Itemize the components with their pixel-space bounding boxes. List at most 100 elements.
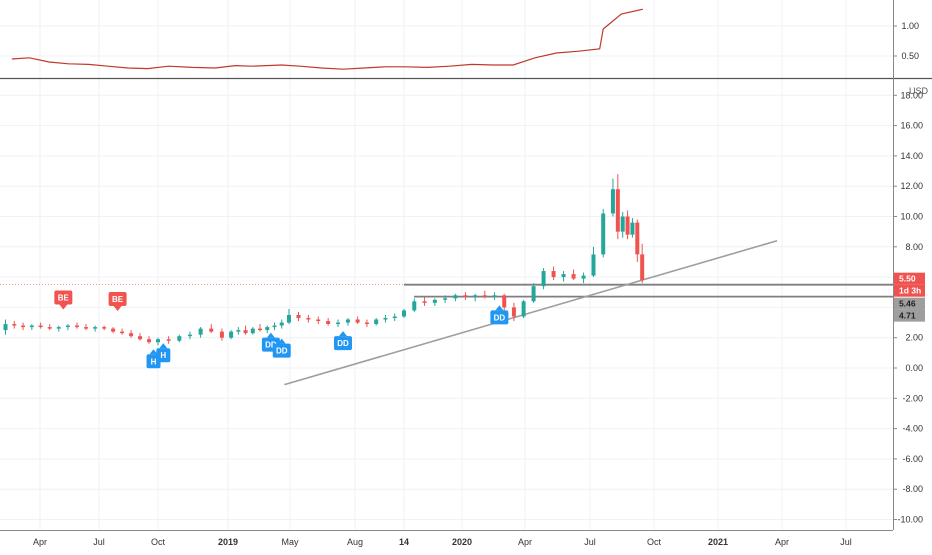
candle-body bbox=[482, 295, 487, 297]
candle bbox=[511, 302, 516, 322]
marker-pointer bbox=[59, 304, 68, 310]
candle-body bbox=[38, 325, 43, 328]
candle-body bbox=[345, 319, 350, 323]
candle-body bbox=[258, 328, 263, 331]
marker-badge[interactable] bbox=[108, 291, 127, 306]
candle-body bbox=[21, 325, 26, 328]
candle bbox=[74, 322, 79, 329]
candle-body bbox=[296, 314, 301, 319]
price-tag-level[interactable]: 5.46 bbox=[894, 297, 925, 310]
marker-badge[interactable] bbox=[333, 336, 352, 351]
candle bbox=[187, 331, 192, 340]
candle-body bbox=[47, 327, 52, 329]
candle-body bbox=[502, 295, 507, 308]
price-tick-label: 8.00 bbox=[905, 242, 923, 252]
marker-badge[interactable] bbox=[156, 348, 171, 363]
candle-body bbox=[243, 330, 248, 334]
trend-line[interactable] bbox=[284, 239, 778, 386]
marker-label: BE bbox=[58, 293, 70, 302]
candle bbox=[84, 324, 89, 331]
candle bbox=[306, 314, 311, 323]
candle-body bbox=[209, 328, 214, 332]
candle-body bbox=[250, 328, 255, 334]
price-axis[interactable]: 18.0016.0014.0012.0010.008.006.004.002.0… bbox=[893, 21, 925, 525]
candle-body bbox=[156, 339, 160, 343]
candle-body bbox=[129, 333, 134, 337]
marker-pointer bbox=[149, 349, 158, 355]
candle bbox=[492, 292, 497, 300]
time-tick-label: Jul bbox=[584, 537, 596, 547]
marker-be[interactable]: BE bbox=[54, 290, 73, 310]
candle bbox=[601, 208, 606, 258]
candle bbox=[345, 318, 350, 326]
marker-badge[interactable] bbox=[54, 290, 73, 305]
candle-body bbox=[432, 299, 437, 303]
candle bbox=[120, 328, 125, 335]
candle-body bbox=[630, 222, 635, 235]
candle bbox=[166, 336, 171, 344]
price-tick-label: -10.00 bbox=[897, 515, 923, 525]
candle bbox=[432, 298, 437, 306]
price-tag-text: 5.50 bbox=[899, 274, 916, 284]
candle-body bbox=[443, 298, 448, 300]
marker-be[interactable]: BE bbox=[108, 291, 127, 311]
candle bbox=[364, 319, 369, 328]
marker-badge[interactable] bbox=[272, 343, 291, 358]
candle bbox=[138, 333, 143, 341]
price-tag-current[interactable]: 5.50 bbox=[894, 272, 925, 285]
candle-body bbox=[625, 216, 630, 235]
time-tick-label: 2020 bbox=[452, 537, 472, 547]
marker-pointer bbox=[338, 331, 347, 337]
candle-body bbox=[279, 322, 284, 326]
candle bbox=[272, 322, 277, 331]
candle-body bbox=[306, 318, 311, 320]
currency-label: USD bbox=[909, 86, 929, 96]
time-tick-label: Oct bbox=[151, 537, 166, 547]
price-tag-level[interactable]: 4.71 bbox=[894, 309, 925, 322]
time-tick-label: 14 bbox=[399, 537, 409, 547]
candle-body bbox=[198, 328, 203, 335]
marker-label: DD bbox=[276, 347, 288, 356]
candle-body bbox=[3, 324, 8, 331]
candle-body bbox=[364, 322, 369, 325]
indicator-pane bbox=[11, 8, 644, 70]
marker-badge[interactable] bbox=[490, 310, 509, 325]
marker-dd[interactable]: DD bbox=[272, 338, 291, 358]
candle bbox=[250, 327, 255, 335]
candle-body bbox=[402, 310, 406, 317]
marker-dd[interactable]: DD bbox=[333, 331, 352, 351]
marker-pointer bbox=[159, 343, 168, 349]
candle bbox=[355, 316, 360, 325]
candle bbox=[258, 324, 263, 332]
countdown-tag[interactable]: 1d 3h bbox=[894, 284, 925, 297]
marker-h[interactable]: H bbox=[156, 343, 171, 363]
price-tag-bg bbox=[894, 284, 925, 297]
candle-body bbox=[111, 328, 116, 332]
grid-lines bbox=[0, 0, 932, 531]
marker-pointer bbox=[495, 305, 504, 311]
marker-dd[interactable]: DD bbox=[490, 305, 509, 325]
price-tick-label: -8.00 bbox=[902, 484, 923, 494]
candle-body bbox=[74, 325, 79, 328]
price-tick-label: -6.00 bbox=[902, 454, 923, 464]
candle-body bbox=[551, 271, 556, 278]
candle-body bbox=[541, 271, 546, 287]
candle bbox=[65, 324, 70, 331]
candle bbox=[625, 210, 630, 240]
marker-label: DD bbox=[265, 341, 277, 350]
price-tick-label: 10.00 bbox=[900, 212, 923, 222]
marker-pointer bbox=[113, 305, 122, 311]
candle-body bbox=[29, 325, 34, 328]
time-axis[interactable]: Apr Jul Oct 2019 May Aug 14 2020 Apr Jul Oct 2021 Ap… bbox=[33, 537, 852, 547]
price-tag-bg bbox=[894, 272, 925, 285]
time-tick-label: Apr bbox=[775, 537, 789, 547]
candle-body bbox=[620, 216, 625, 232]
candle bbox=[326, 318, 331, 326]
candle bbox=[111, 327, 116, 334]
time-tick-label: Aug bbox=[347, 537, 363, 547]
candle bbox=[531, 283, 536, 303]
candle-body bbox=[93, 327, 98, 329]
